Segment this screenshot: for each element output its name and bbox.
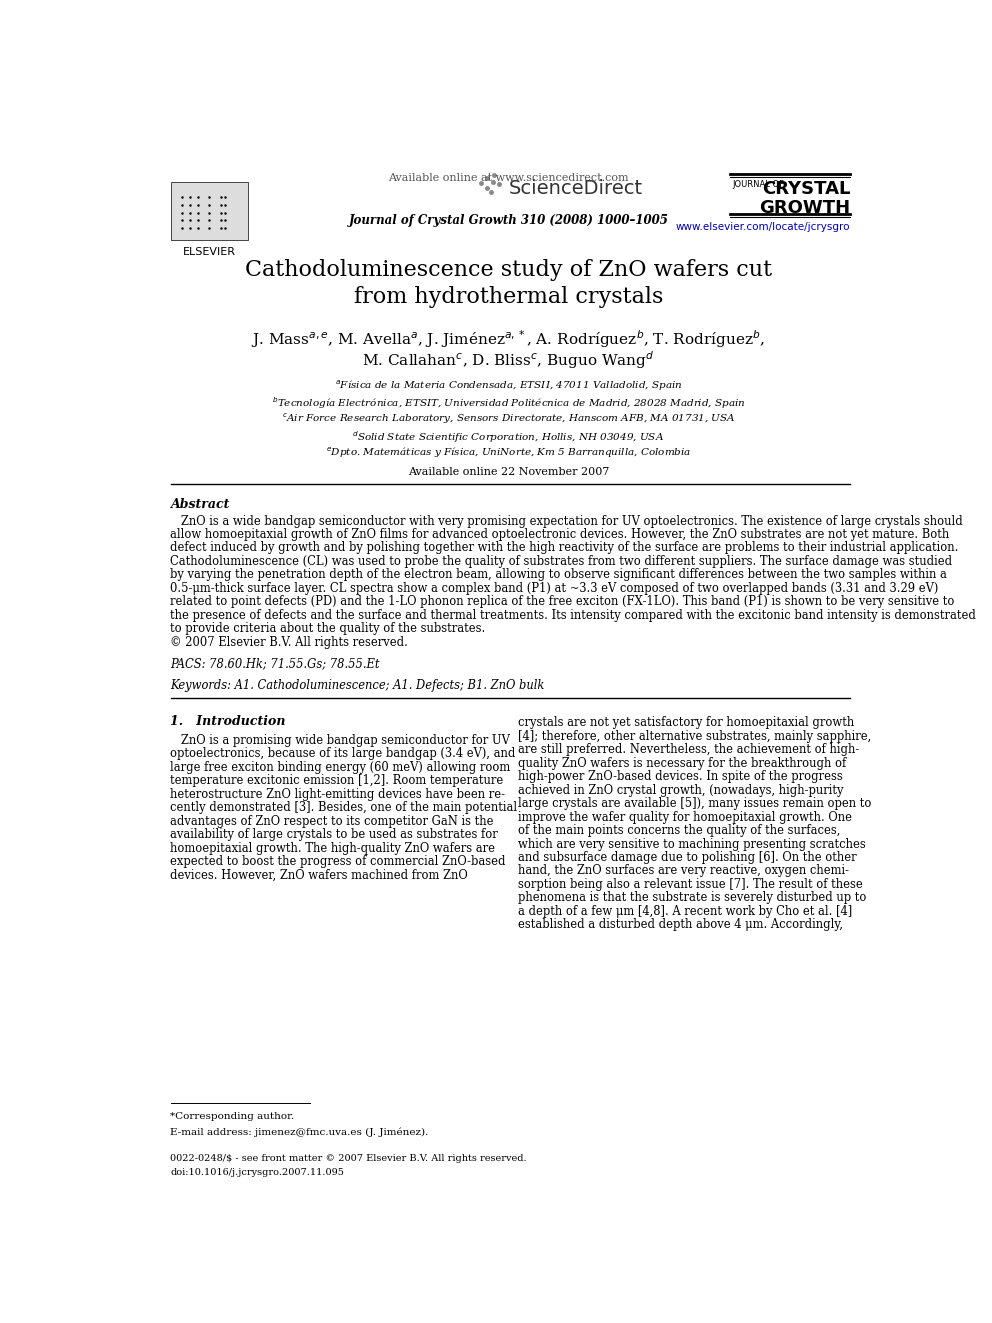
Text: crystals are not yet satisfactory for homoepitaxial growth: crystals are not yet satisfactory for ho… [518, 716, 854, 729]
Text: $^{d}$Solid State Scientific Corporation, Hollis, NH 03049, USA: $^{d}$Solid State Scientific Corporation… [352, 429, 665, 445]
Text: 1.   Introduction: 1. Introduction [171, 714, 286, 728]
Text: E-mail address: jimenez@fmc.uva.es (J. Jiménez).: E-mail address: jimenez@fmc.uva.es (J. J… [171, 1127, 429, 1136]
Text: Cathodoluminescence study of ZnO wafers cut: Cathodoluminescence study of ZnO wafers … [245, 259, 772, 280]
Text: temperature excitonic emission [1,2]. Room temperature: temperature excitonic emission [1,2]. Ro… [171, 774, 504, 787]
Text: established a disturbed depth above 4 μm. Accordingly,: established a disturbed depth above 4 μm… [518, 918, 843, 931]
Text: of the main points concerns the quality of the surfaces,: of the main points concerns the quality … [518, 824, 840, 837]
Text: from hydrothermal crystals: from hydrothermal crystals [354, 286, 663, 308]
Text: Keywords: A1. Cathodoluminescence; A1. Defects; B1. ZnO bulk: Keywords: A1. Cathodoluminescence; A1. D… [171, 679, 545, 692]
Text: sorption being also a relevant issue [7]. The result of these: sorption being also a relevant issue [7]… [518, 878, 863, 890]
Text: Cathodoluminescence (CL) was used to probe the quality of substrates from two di: Cathodoluminescence (CL) was used to pro… [171, 554, 952, 568]
Text: GROWTH: GROWTH [759, 198, 850, 217]
Text: $^{a}$Física de la Materia Condensada, ETSII, 47011 Valladolid, Spain: $^{a}$Física de la Materia Condensada, E… [334, 378, 682, 393]
Text: related to point defects (PD) and the 1-LO phonon replica of the free exciton (F: related to point defects (PD) and the 1-… [171, 595, 955, 609]
Text: devices. However, ZnO wafers machined from ZnO: devices. However, ZnO wafers machined fr… [171, 869, 468, 881]
Text: Abstract: Abstract [171, 497, 230, 511]
Text: ZnO is a promising wide bandgap semiconductor for UV: ZnO is a promising wide bandgap semicond… [171, 734, 510, 747]
Text: ELSEVIER: ELSEVIER [183, 247, 236, 257]
Text: 0022-0248/$ - see front matter © 2007 Elsevier B.V. All rights reserved.: 0022-0248/$ - see front matter © 2007 El… [171, 1155, 527, 1163]
Text: a depth of a few μm [4,8]. A recent work by Cho et al. [4]: a depth of a few μm [4,8]. A recent work… [518, 905, 852, 918]
Text: expected to boost the progress of commercial ZnO-based: expected to boost the progress of commer… [171, 855, 506, 868]
Text: are still preferred. Nevertheless, the achievement of high-: are still preferred. Nevertheless, the a… [518, 744, 859, 757]
Text: improve the wafer quality for homoepitaxial growth. One: improve the wafer quality for homoepitax… [518, 811, 852, 823]
Text: quality ZnO wafers is necessary for the breakthrough of: quality ZnO wafers is necessary for the … [518, 757, 846, 770]
Text: $^{c}$Air Force Research Laboratory, Sensors Directorate, Hanscom AFB, MA 01731,: $^{c}$Air Force Research Laboratory, Sen… [282, 411, 735, 426]
Text: M. Callahan$^{c}$, D. Bliss$^{c}$, Buguo Wang$^{d}$: M. Callahan$^{c}$, D. Bliss$^{c}$, Buguo… [362, 349, 655, 372]
Text: doi:10.1016/j.jcrysgro.2007.11.095: doi:10.1016/j.jcrysgro.2007.11.095 [171, 1168, 344, 1177]
Text: Journal of Crystal Growth 310 (2008) 1000–1005: Journal of Crystal Growth 310 (2008) 100… [348, 214, 669, 228]
Text: JOURNAL OF: JOURNAL OF [732, 180, 785, 189]
Text: and subsurface damage due to polishing [6]. On the other: and subsurface damage due to polishing [… [518, 851, 857, 864]
Text: homoepitaxial growth. The high-quality ZnO wafers are: homoepitaxial growth. The high-quality Z… [171, 841, 495, 855]
Text: cently demonstrated [3]. Besides, one of the main potential: cently demonstrated [3]. Besides, one of… [171, 802, 518, 815]
Text: © 2007 Elsevier B.V. All rights reserved.: © 2007 Elsevier B.V. All rights reserved… [171, 636, 409, 648]
Text: the presence of defects and the surface and thermal treatments. Its intensity co: the presence of defects and the surface … [171, 609, 976, 622]
Text: large free exciton binding energy (60 meV) allowing room: large free exciton binding energy (60 me… [171, 761, 511, 774]
Text: defect induced by growth and by polishing together with the high reactivity of t: defect induced by growth and by polishin… [171, 541, 959, 554]
Text: by varying the penetration depth of the electron beam, allowing to observe signi: by varying the penetration depth of the … [171, 569, 947, 581]
Text: $^{b}$Tecnología Electrónica, ETSIT, Universidad Politécnica de Madrid, 28028 Ma: $^{b}$Tecnología Electrónica, ETSIT, Uni… [272, 396, 745, 411]
Text: achieved in ZnO crystal growth, (nowadays, high-purity: achieved in ZnO crystal growth, (nowaday… [518, 783, 843, 796]
Text: to provide criteria about the quality of the substrates.: to provide criteria about the quality of… [171, 622, 486, 635]
Text: $^{e}$Dpto. Matemáticas y Física, UniNorte, Km 5 Barranquilla, Colombia: $^{e}$Dpto. Matemáticas y Física, UniNor… [325, 446, 691, 460]
Text: which are very sensitive to machining presenting scratches: which are very sensitive to machining pr… [518, 837, 866, 851]
Text: CRYSTAL: CRYSTAL [762, 180, 850, 198]
Text: allow homoepitaxial growth of ZnO films for advanced optoelectronic devices. How: allow homoepitaxial growth of ZnO films … [171, 528, 949, 541]
Text: large crystals are available [5]), many issues remain open to: large crystals are available [5]), many … [518, 796, 871, 810]
FancyBboxPatch shape [171, 181, 248, 239]
Text: optoelectronics, because of its large bandgap (3.4 eV), and: optoelectronics, because of its large ba… [171, 747, 516, 761]
Text: 0.5-μm-thick surface layer. CL spectra show a complex band (P1) at ~3.3 eV compo: 0.5-μm-thick surface layer. CL spectra s… [171, 582, 938, 595]
Text: high-power ZnO-based devices. In spite of the progress: high-power ZnO-based devices. In spite o… [518, 770, 843, 783]
Text: J. Mass$^{a,e}$, M. Avella$^{a}$, J. Jiménez$^{a,*}$, A. Rodríguez$^{b}$, T. Rod: J. Mass$^{a,e}$, M. Avella$^{a}$, J. Jim… [252, 328, 765, 349]
Text: www.elsevier.com/locate/jcrysgro: www.elsevier.com/locate/jcrysgro [676, 222, 850, 232]
Text: Available online 22 November 2007: Available online 22 November 2007 [408, 467, 609, 476]
Text: [4]; therefore, other alternative substrates, mainly sapphire,: [4]; therefore, other alternative substr… [518, 730, 871, 742]
Text: phenomena is that the substrate is severely disturbed up to: phenomena is that the substrate is sever… [518, 892, 866, 905]
Text: ScienceDirect: ScienceDirect [509, 179, 643, 197]
Text: heterostructure ZnO light-emitting devices have been re-: heterostructure ZnO light-emitting devic… [171, 789, 506, 800]
Text: ZnO is a wide bandgap semiconductor with very promising expectation for UV optoe: ZnO is a wide bandgap semiconductor with… [171, 515, 963, 528]
Text: PACS: 78.60.Hk; 71.55.Gs; 78.55.Et: PACS: 78.60.Hk; 71.55.Gs; 78.55.Et [171, 658, 380, 669]
Text: Available online at www.sciencedirect.com: Available online at www.sciencedirect.co… [388, 172, 629, 183]
Text: hand, the ZnO surfaces are very reactive, oxygen chemi-: hand, the ZnO surfaces are very reactive… [518, 864, 849, 877]
Text: advantages of ZnO respect to its competitor GaN is the: advantages of ZnO respect to its competi… [171, 815, 494, 828]
Text: *Corresponding author.: *Corresponding author. [171, 1113, 295, 1121]
Text: availability of large crystals to be used as substrates for: availability of large crystals to be use… [171, 828, 498, 841]
